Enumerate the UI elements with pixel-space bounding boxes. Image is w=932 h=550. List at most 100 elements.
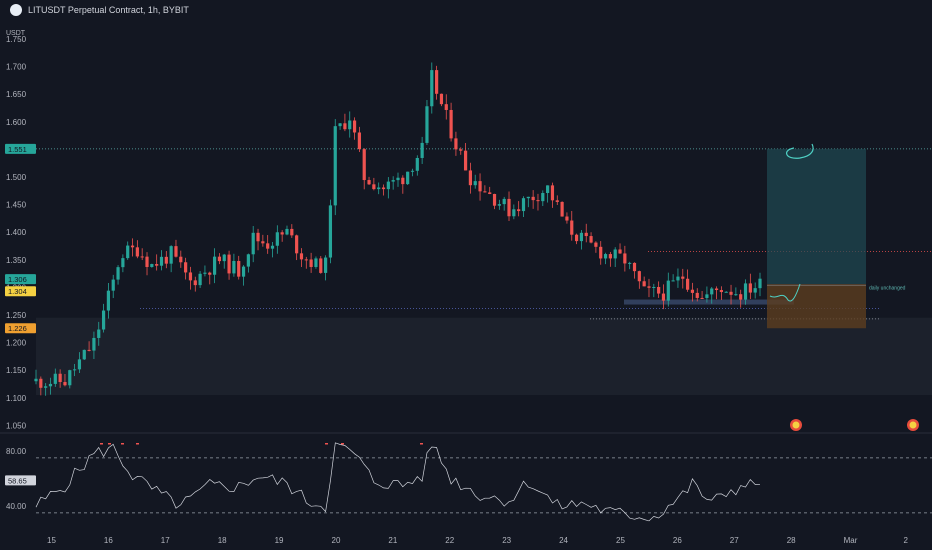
candle-body [652,286,656,288]
candle-body [560,201,564,217]
candle-body [550,185,555,201]
candle-body [526,196,530,199]
candle-body [328,205,333,258]
candle-body [642,281,646,287]
candle-body [695,292,699,298]
candle-body [599,246,603,259]
x-tick-label: 24 [559,536,568,545]
candle-body [304,259,308,261]
x-tick-label: 2 [904,536,909,545]
candle-body [473,181,477,186]
candle-body [48,383,53,387]
candle-body [517,209,521,212]
candle-body [531,196,535,201]
candle-body [449,109,453,139]
candle-body [295,235,299,254]
candle-body [174,246,178,257]
candle-body [63,382,67,386]
overbought-marker [325,443,328,445]
candle-body [111,279,115,291]
candle-body [357,132,361,150]
candle-body [502,198,506,205]
candle-body [150,264,154,267]
candle-body [381,187,386,190]
y-tick-label: 1.150 [6,366,27,375]
candle-body [565,216,569,221]
currency-label: USDT [6,30,26,37]
candle-body [758,278,762,289]
candle-body [570,220,574,235]
price-tag-label: 1.226 [8,324,27,333]
candle-body [145,256,149,267]
candle-body [594,242,598,247]
candle-body [435,70,439,94]
candle-body [714,288,719,291]
overbought-marker [100,443,103,445]
rsi-current-tag [5,475,36,486]
candle-body [237,260,241,277]
candle-body [159,256,164,266]
candle-body [314,258,318,267]
y-tick-label: 1.650 [6,90,27,99]
candle-body [734,294,738,296]
candle-body [53,373,57,384]
candle-body [101,310,106,330]
candle-body [203,272,207,274]
candle-body [579,232,584,242]
candle-body [613,249,617,259]
candle-body [420,142,424,158]
candle-body [164,256,168,264]
candle-body [58,373,62,383]
candle-body [217,256,222,262]
candle-body [584,232,588,237]
candle-body [637,271,641,282]
candle-body [44,386,48,388]
overbought-marker [341,443,344,445]
chart-title-bar: LITUSDT Perpetual Contract, 1h, BYBIT [10,4,189,16]
candle-body [77,359,82,370]
candle-body [686,278,690,290]
candle-body [666,280,670,301]
candle-body [39,378,43,388]
event-icon-inner [909,421,917,429]
candle-body [492,193,497,206]
candle-body [169,246,173,264]
x-tick-label: 15 [47,536,56,545]
rsi-line [35,442,761,522]
candle-body [444,104,448,110]
price-tag [5,286,36,297]
candle-body [628,262,632,264]
candle-body [618,249,622,254]
rsi-tick-label: 40.00 [6,502,27,511]
candle-body [623,253,627,264]
candle-body [719,290,723,293]
candle-body [608,254,612,259]
candle-body [241,266,246,277]
x-tick-label: 16 [104,536,113,545]
candle-body [130,245,135,248]
candle-body [705,294,709,298]
y-tick-label: 1.050 [6,421,27,430]
y-tick-label: 1.400 [6,228,27,237]
candle-body [324,257,328,273]
candle-body [87,349,91,351]
candle-body [536,200,540,202]
x-tick-label: 21 [388,536,397,545]
overbought-marker [108,443,111,445]
candle-body [507,198,511,217]
candle-body [396,177,400,181]
candle-body [348,120,352,130]
candle-body [222,254,226,262]
candle-body [483,191,487,193]
candle-body [212,256,217,275]
x-tick-label: Mar [844,536,858,545]
y-tick-label: 1.200 [6,339,27,348]
y-tick-label: 1.600 [6,118,27,127]
candle-body [280,232,284,235]
y-tick-label: 1.750 [6,35,27,44]
candle-body [319,258,323,273]
candle-body [748,283,752,293]
candle-body [285,228,289,235]
litecoin-icon [10,4,22,16]
